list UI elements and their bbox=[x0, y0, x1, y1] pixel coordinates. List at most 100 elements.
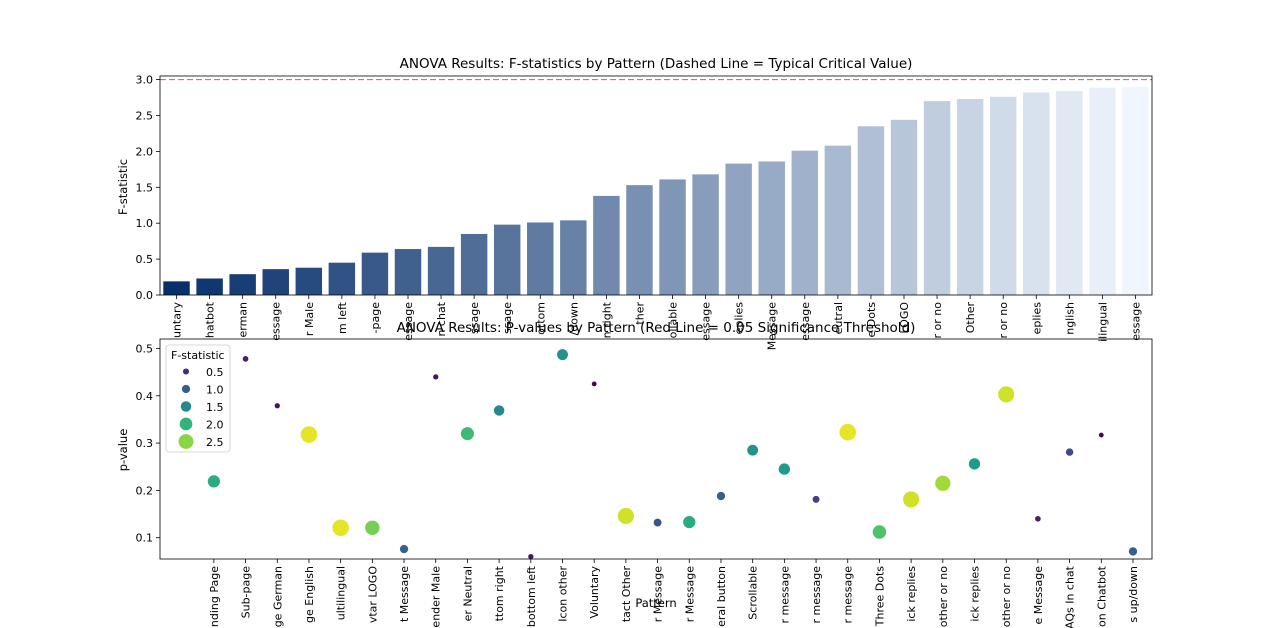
x-tick-label: Icon other bbox=[557, 566, 570, 622]
legend-label: 1.0 bbox=[206, 384, 224, 397]
bar bbox=[692, 174, 719, 295]
x-tick-label: eutral bbox=[832, 302, 845, 334]
x-tick-label: e Message bbox=[1032, 566, 1045, 625]
x-tick-label: essage bbox=[799, 302, 812, 341]
bar bbox=[361, 252, 389, 295]
y-tick-label: 2.5 bbox=[136, 109, 154, 122]
x-tick-label: ender Male bbox=[430, 566, 443, 628]
x-tick-label: ollable bbox=[667, 302, 680, 339]
scatter-point bbox=[778, 463, 791, 475]
bar bbox=[989, 96, 1017, 295]
scatter-point bbox=[747, 444, 759, 456]
scatter-y-axis-label: p-value bbox=[116, 429, 130, 472]
x-tick-label: nglish bbox=[1063, 302, 1076, 335]
x-tick-label: nding Page bbox=[208, 566, 221, 627]
f-statistic-bar-chart: ANOVA Results: F-statistics by Pattern (… bbox=[116, 56, 1153, 350]
scatter-point bbox=[716, 491, 726, 501]
legend-marker bbox=[178, 434, 194, 449]
x-tick-label: eplies bbox=[733, 302, 746, 335]
x-tick-label: Scrollable bbox=[747, 566, 760, 620]
scatter-points bbox=[207, 349, 1138, 560]
scatter-point bbox=[1065, 448, 1074, 456]
bar bbox=[493, 224, 521, 295]
x-tick-label: ge English bbox=[303, 566, 316, 623]
x-tick-label: Message bbox=[766, 302, 779, 350]
x-tick-label: n chat bbox=[435, 301, 448, 336]
bar bbox=[295, 267, 323, 295]
scatter-point bbox=[653, 518, 662, 527]
x-tick-label: essage bbox=[1129, 302, 1142, 341]
bar bbox=[560, 220, 587, 295]
legend-label: 0.5 bbox=[206, 366, 224, 379]
bar bbox=[1056, 91, 1083, 295]
x-tick-label: Sub-page bbox=[240, 566, 253, 619]
y-tick-label: 1.0 bbox=[136, 217, 154, 230]
scatter-point bbox=[493, 405, 505, 416]
bar bbox=[262, 269, 289, 295]
bar bbox=[659, 179, 686, 295]
y-tick-label: 2.0 bbox=[136, 145, 154, 158]
x-tick-label: essage bbox=[402, 302, 415, 341]
x-tick-label: ge German bbox=[271, 566, 284, 627]
scatter-point bbox=[557, 349, 568, 361]
y-tick-label: 0.3 bbox=[136, 437, 154, 450]
bar bbox=[527, 222, 554, 295]
scatter-point bbox=[968, 458, 981, 470]
bar-chart-title: ANOVA Results: F-statistics by Pattern (… bbox=[400, 56, 913, 72]
x-tick-label: ottom bbox=[534, 302, 547, 335]
scatter-point bbox=[460, 427, 474, 441]
x-tick-label: er Neutral bbox=[461, 566, 474, 621]
legend-label: 2.0 bbox=[206, 419, 224, 432]
x-tick-label: r Message bbox=[683, 566, 696, 622]
x-tick-label: ultilingual bbox=[335, 566, 348, 620]
y-tick-label: 0.0 bbox=[136, 289, 154, 302]
y-tick-label: 1.5 bbox=[136, 181, 154, 194]
legend-title: F-statistic bbox=[171, 349, 225, 362]
x-tick-label: eral button bbox=[715, 566, 728, 627]
bar-chart-y-axis-label: F-statistic bbox=[116, 159, 130, 215]
x-tick-label: s up/down bbox=[1127, 566, 1140, 623]
y-tick-label: 0.1 bbox=[136, 532, 154, 545]
x-tick-label: vtar LOGO bbox=[366, 566, 379, 624]
scatter-point bbox=[998, 386, 1015, 403]
bar-chart-x-ticks: untary hatbot erman essage r Male m left -page… bbox=[171, 295, 1142, 350]
x-tick-label: erman bbox=[237, 302, 250, 338]
scatter-point bbox=[332, 519, 349, 537]
scatter-point bbox=[399, 544, 409, 554]
y-tick-label: 0.5 bbox=[136, 342, 154, 355]
scatter-point bbox=[839, 423, 857, 441]
x-tick-label: ttom right bbox=[493, 565, 506, 621]
y-tick-label: 0.4 bbox=[136, 390, 154, 403]
x-tick-label: ssage bbox=[501, 302, 514, 334]
scatter-legend: F-statistic 0.5 1.0 1.5 2.0 2.5 bbox=[165, 344, 231, 453]
bar bbox=[229, 274, 256, 295]
bar bbox=[857, 126, 885, 295]
bar bbox=[1023, 92, 1050, 295]
x-tick-label: ther bbox=[633, 302, 646, 325]
x-tick-label: ick replies bbox=[905, 566, 918, 622]
x-tick-label: /down bbox=[567, 302, 580, 335]
scatter-point bbox=[207, 475, 220, 488]
scatter-point bbox=[683, 515, 696, 529]
legend-marker bbox=[179, 417, 193, 431]
x-tick-label: essage bbox=[700, 302, 713, 341]
x-tick-label: tact Other bbox=[620, 566, 633, 623]
scatter-chart-title: ANOVA Results: P-values by Pattern (Red … bbox=[397, 320, 916, 336]
p-value-scatter-chart: 0.1 0.2 0.3 0.4 0.5 nding Page Sub-page ge Ger… bbox=[116, 320, 1153, 628]
scatter-point bbox=[617, 507, 634, 525]
scatter-point bbox=[365, 520, 380, 535]
x-tick-label: -page bbox=[369, 302, 382, 334]
scatter-point bbox=[1098, 432, 1104, 438]
x-tick-label: m left bbox=[336, 301, 349, 334]
x-tick-label: bottom left bbox=[525, 565, 538, 627]
scatter-point bbox=[812, 495, 820, 503]
x-tick-label: ick replies bbox=[969, 566, 982, 622]
x-tick-label: r message bbox=[778, 566, 791, 624]
x-tick-label: Three Dots bbox=[873, 566, 886, 628]
y-tick-label: 3.0 bbox=[136, 74, 154, 87]
legend-entries: 0.5 1.0 1.5 2.0 2.5 bbox=[178, 366, 224, 449]
x-tick-label: Voluntary bbox=[588, 566, 601, 619]
bar bbox=[593, 195, 620, 295]
scatter-point bbox=[903, 491, 920, 508]
scatter-point bbox=[1035, 515, 1041, 522]
